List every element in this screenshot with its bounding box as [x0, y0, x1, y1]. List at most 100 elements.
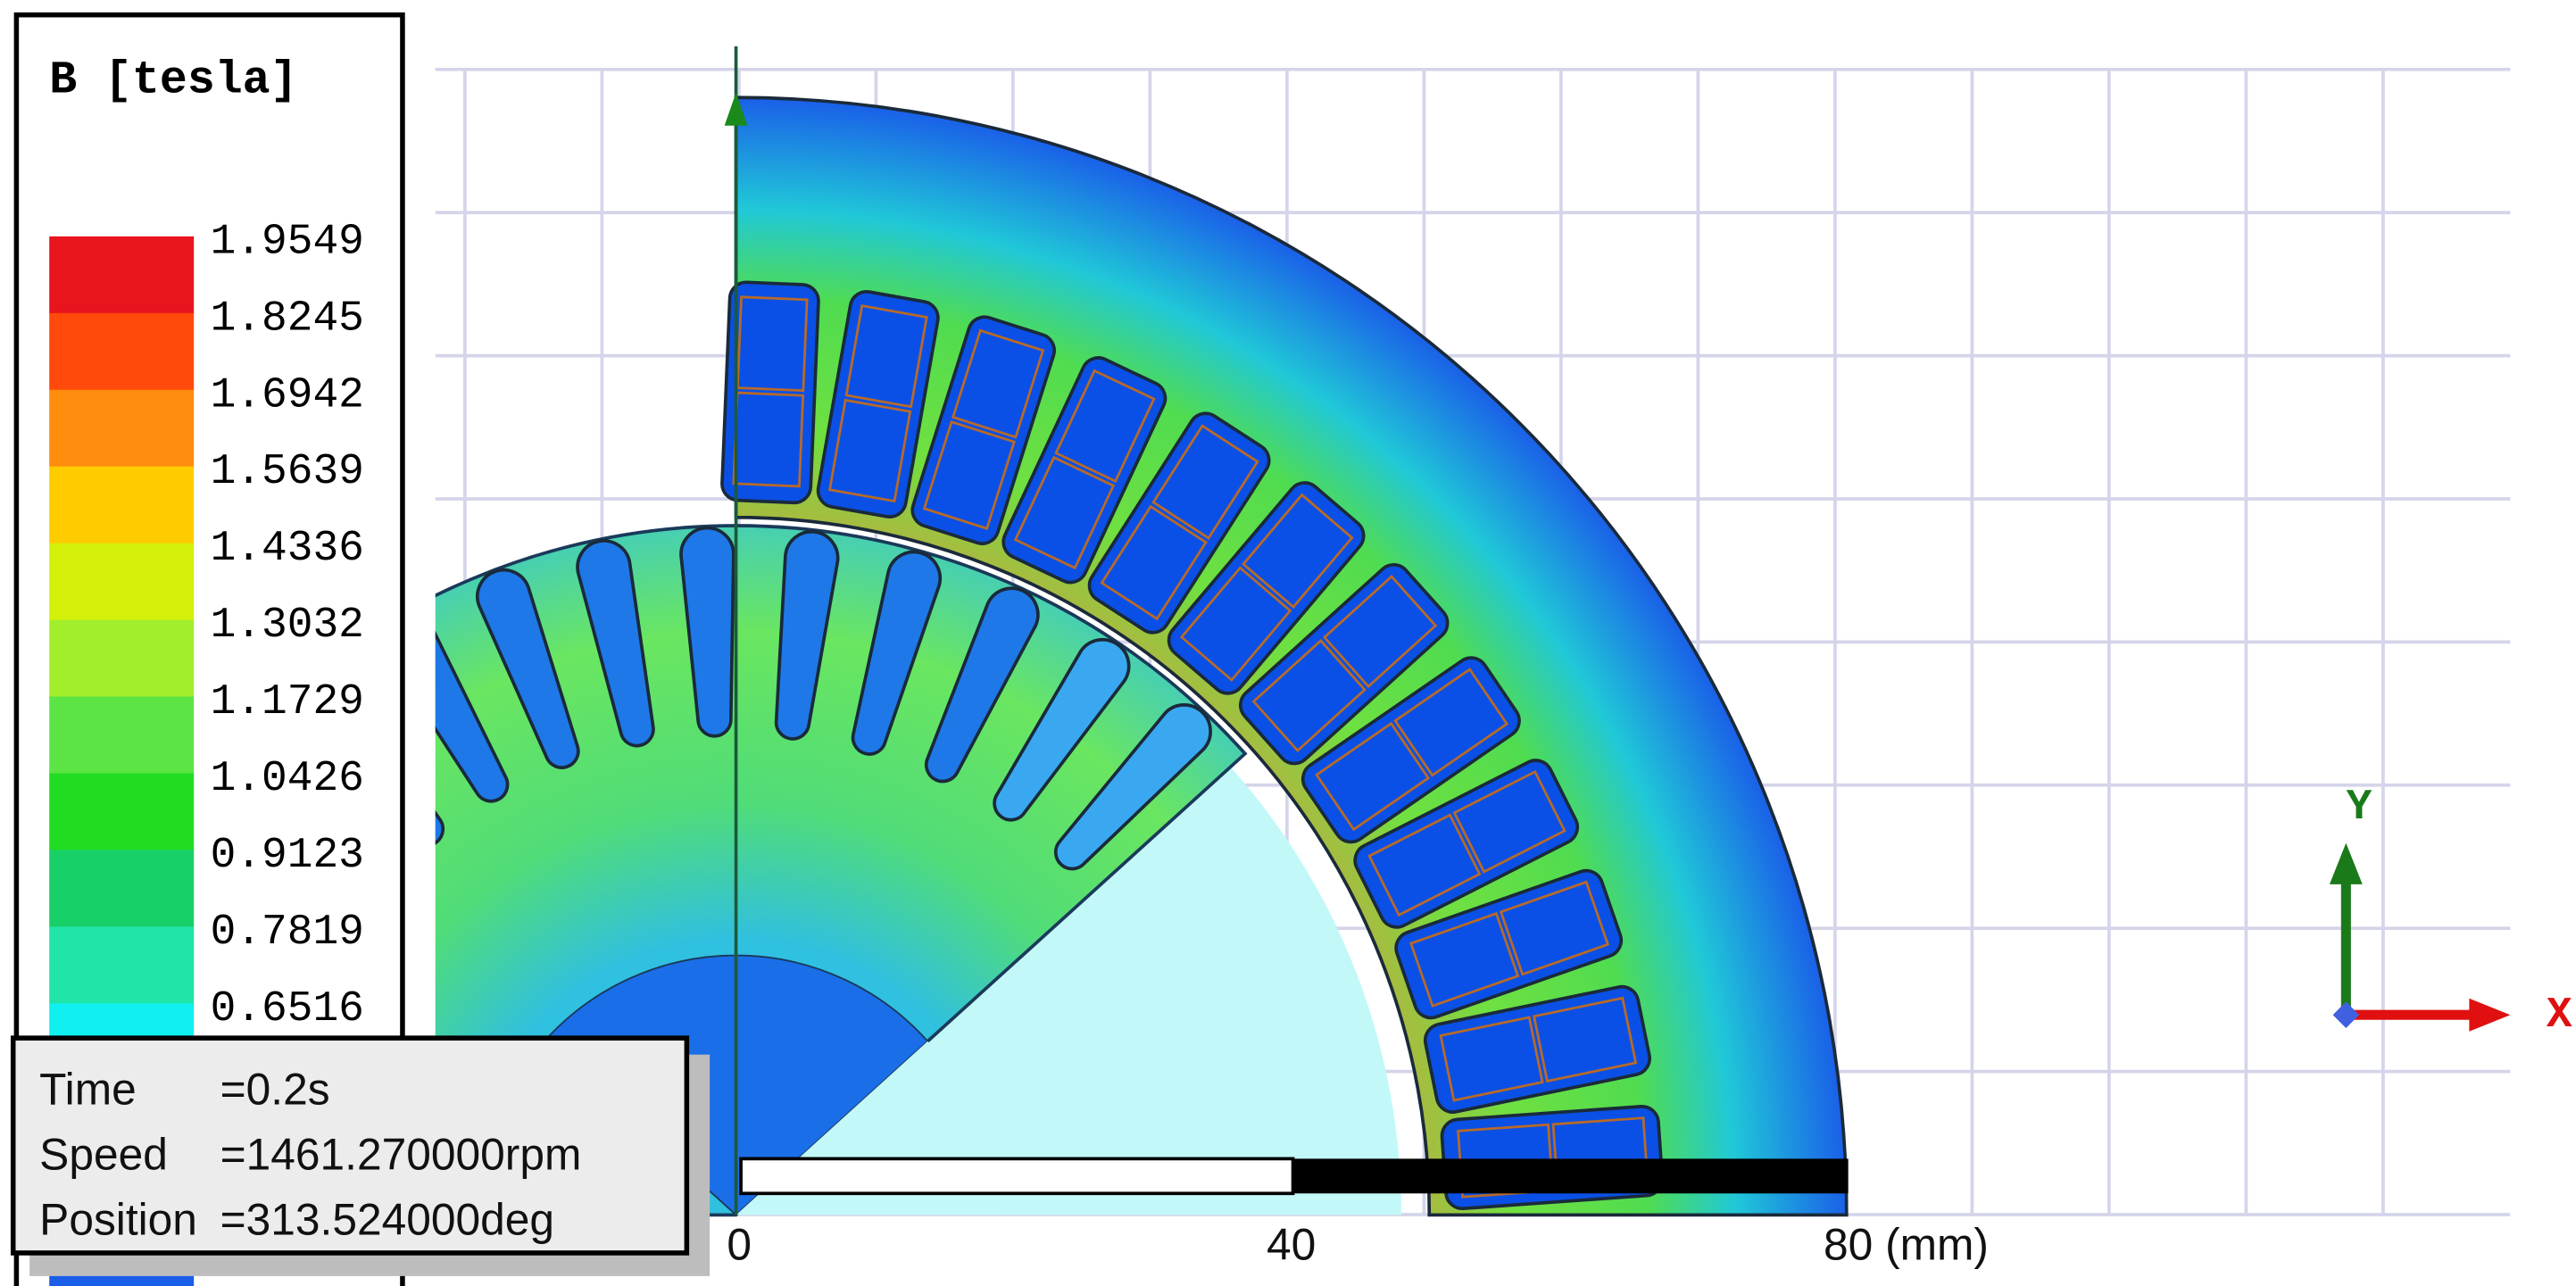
- coil: [1408, 911, 1520, 1008]
- coil: [1439, 1016, 1544, 1102]
- axis-label-y: Y: [2347, 784, 2372, 832]
- triad-x-head: [2469, 998, 2511, 1032]
- slot-shape: [1353, 759, 1580, 929]
- rotor-bar: [435, 612, 510, 803]
- scale-bar-white: [739, 1157, 1295, 1196]
- rotor-bar-shape: [924, 586, 1040, 784]
- stator-slot: [816, 289, 940, 519]
- rotor-bar-shape: [1053, 703, 1212, 871]
- stator-slot: [1001, 356, 1168, 585]
- coil: [1179, 566, 1292, 682]
- coil: [827, 398, 912, 503]
- slot-shape: [1167, 481, 1366, 695]
- legend-swatch: [49, 236, 195, 314]
- coil: [735, 295, 809, 393]
- slot-shape: [1394, 868, 1624, 1020]
- slot-shape: [816, 289, 940, 519]
- slot-shape: [720, 280, 820, 505]
- y-axis-arrow: [724, 92, 748, 126]
- stator-slot: [1238, 562, 1450, 766]
- legend-label: 1.1729: [211, 678, 364, 726]
- slot-shape: [1001, 356, 1168, 585]
- stator-slot: [1300, 656, 1521, 844]
- slot-shape: [1300, 656, 1521, 844]
- rotor-bar: [476, 568, 580, 769]
- legend-label: 0.9123: [211, 832, 364, 880]
- legend-label: 1.4336: [211, 525, 364, 573]
- info-value: =0.2s: [220, 1064, 330, 1114]
- coil: [1499, 880, 1610, 976]
- stator-slot: [1440, 1104, 1665, 1211]
- info-label: Speed: [39, 1129, 168, 1179]
- coil: [1013, 455, 1116, 570]
- coil: [844, 303, 928, 409]
- coil: [1393, 668, 1509, 777]
- rotor-bar: [576, 539, 655, 748]
- stator-slot: [1087, 411, 1271, 635]
- stator-slot: [1394, 868, 1624, 1020]
- coil: [1054, 369, 1156, 484]
- legend-label: 1.8245: [211, 295, 364, 343]
- legend-label: 1.3032: [211, 602, 364, 650]
- coil: [1315, 721, 1431, 832]
- legend-swatch: [49, 696, 195, 775]
- legend-swatch: [49, 389, 195, 468]
- coil: [1322, 575, 1438, 689]
- rotor-bar: [924, 586, 1040, 784]
- legend-swatch: [49, 850, 195, 928]
- coil: [1151, 424, 1259, 540]
- legend-label: 1.6942: [211, 371, 364, 419]
- rotor-bar-shape: [993, 638, 1131, 822]
- rotor-bar-shape: [435, 612, 510, 803]
- axis-label-x: X: [2547, 991, 2572, 1040]
- scale-label: 80 (mm): [1824, 1219, 1989, 1269]
- slot-shape: [1423, 984, 1651, 1114]
- coil: [1533, 996, 1638, 1083]
- legend-label: 1.0426: [211, 755, 364, 803]
- legend-swatch: [49, 466, 195, 544]
- legend-title: B [tesla]: [49, 54, 297, 107]
- legend-swatch: [49, 773, 195, 851]
- info-value: =1461.270000rpm: [220, 1129, 582, 1179]
- rotor-bar-shape: [476, 568, 580, 769]
- rotor-bar-shape: [851, 550, 943, 756]
- legend-label: 1.5639: [211, 448, 364, 496]
- coil: [1452, 769, 1566, 874]
- rotor-bar: [774, 529, 840, 741]
- stator-slot: [1167, 481, 1366, 695]
- rotor-bar-shape: [774, 529, 840, 741]
- coil: [922, 419, 1016, 530]
- legend-label: 1.9549: [211, 218, 364, 266]
- triad-y-head: [2329, 842, 2363, 884]
- rotor-bar: [1053, 703, 1212, 871]
- rotor-bar-shape: [679, 526, 735, 738]
- triad-z: [2332, 1001, 2360, 1029]
- rotor-bar: [851, 550, 943, 756]
- stator-slot: [720, 280, 820, 505]
- info-panel: [10, 1035, 690, 1256]
- stator-slot: [1353, 759, 1580, 929]
- slot-shape: [1238, 562, 1450, 766]
- legend-label: 0.7819: [211, 908, 364, 957]
- stator-slot: [1423, 984, 1651, 1114]
- coil: [1367, 813, 1482, 917]
- scale-label: 0: [727, 1219, 752, 1269]
- legend-swatch: [49, 543, 195, 621]
- info-label: Time: [39, 1064, 137, 1114]
- coil: [1100, 504, 1208, 621]
- legend-swatch: [49, 619, 195, 698]
- slot-shape: [1087, 411, 1271, 635]
- rotor-bar-shape: [576, 539, 655, 748]
- stator-slot: [910, 315, 1056, 545]
- rotor-bar: [679, 526, 735, 738]
- info-value: =313.524000deg: [220, 1194, 554, 1244]
- info-label: Position: [39, 1194, 197, 1244]
- rotor-bar: [993, 638, 1131, 822]
- coil: [951, 328, 1045, 439]
- legend-swatch: [49, 926, 195, 1005]
- slot-shape: [1440, 1104, 1665, 1211]
- scale-label: 40: [1267, 1219, 1316, 1269]
- scale-bar-black: [1292, 1158, 1849, 1194]
